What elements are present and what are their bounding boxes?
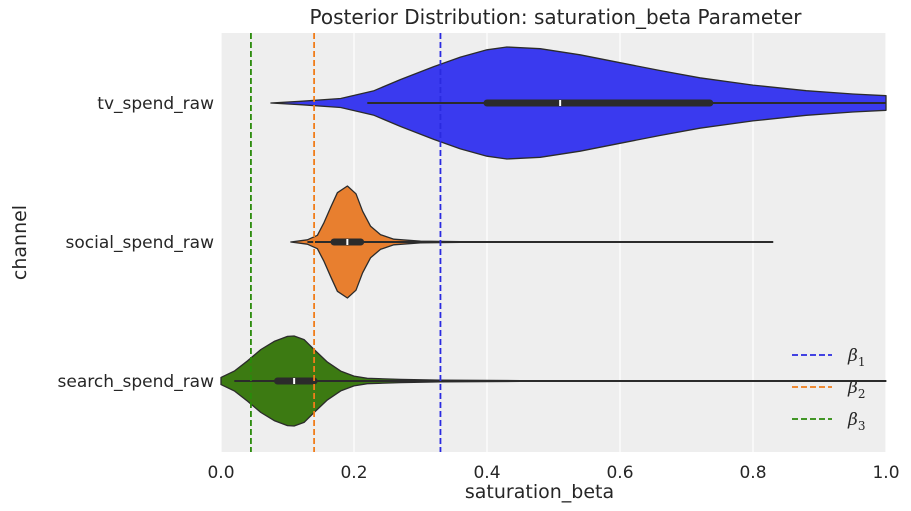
x-tick-label: 0.8 [739,463,766,483]
x-tick-label: 0.6 [606,463,633,483]
y-tick-label: search_spend_raw [58,372,215,392]
x-tick-label: 0.2 [340,463,367,483]
reference-lines [250,33,442,452]
y-tick-label: social_spend_raw [66,233,215,253]
x-tick-label: 0.4 [473,463,500,483]
violins [220,46,887,427]
legend: β1 β2 β3 [792,346,865,433]
y-axis-title: channel [9,205,31,280]
x-axis-title: saturation_beta [465,481,614,503]
chart-title: Posterior Distribution: saturation_beta … [309,5,802,29]
y-tick-label: tv_spend_raw [97,94,214,114]
x-tick-label: 1.0 [872,463,899,483]
y-tick-labels: tv_spend_raw social_spend_raw search_spend… [58,94,215,392]
x-tick-labels: 0.0 0.2 0.4 0.6 0.8 1.0 [207,463,899,483]
legend-label: β1 [847,346,865,369]
x-tick-label: 0.0 [207,463,234,483]
legend-label: β3 [847,410,865,433]
legend-label: β2 [847,378,865,401]
